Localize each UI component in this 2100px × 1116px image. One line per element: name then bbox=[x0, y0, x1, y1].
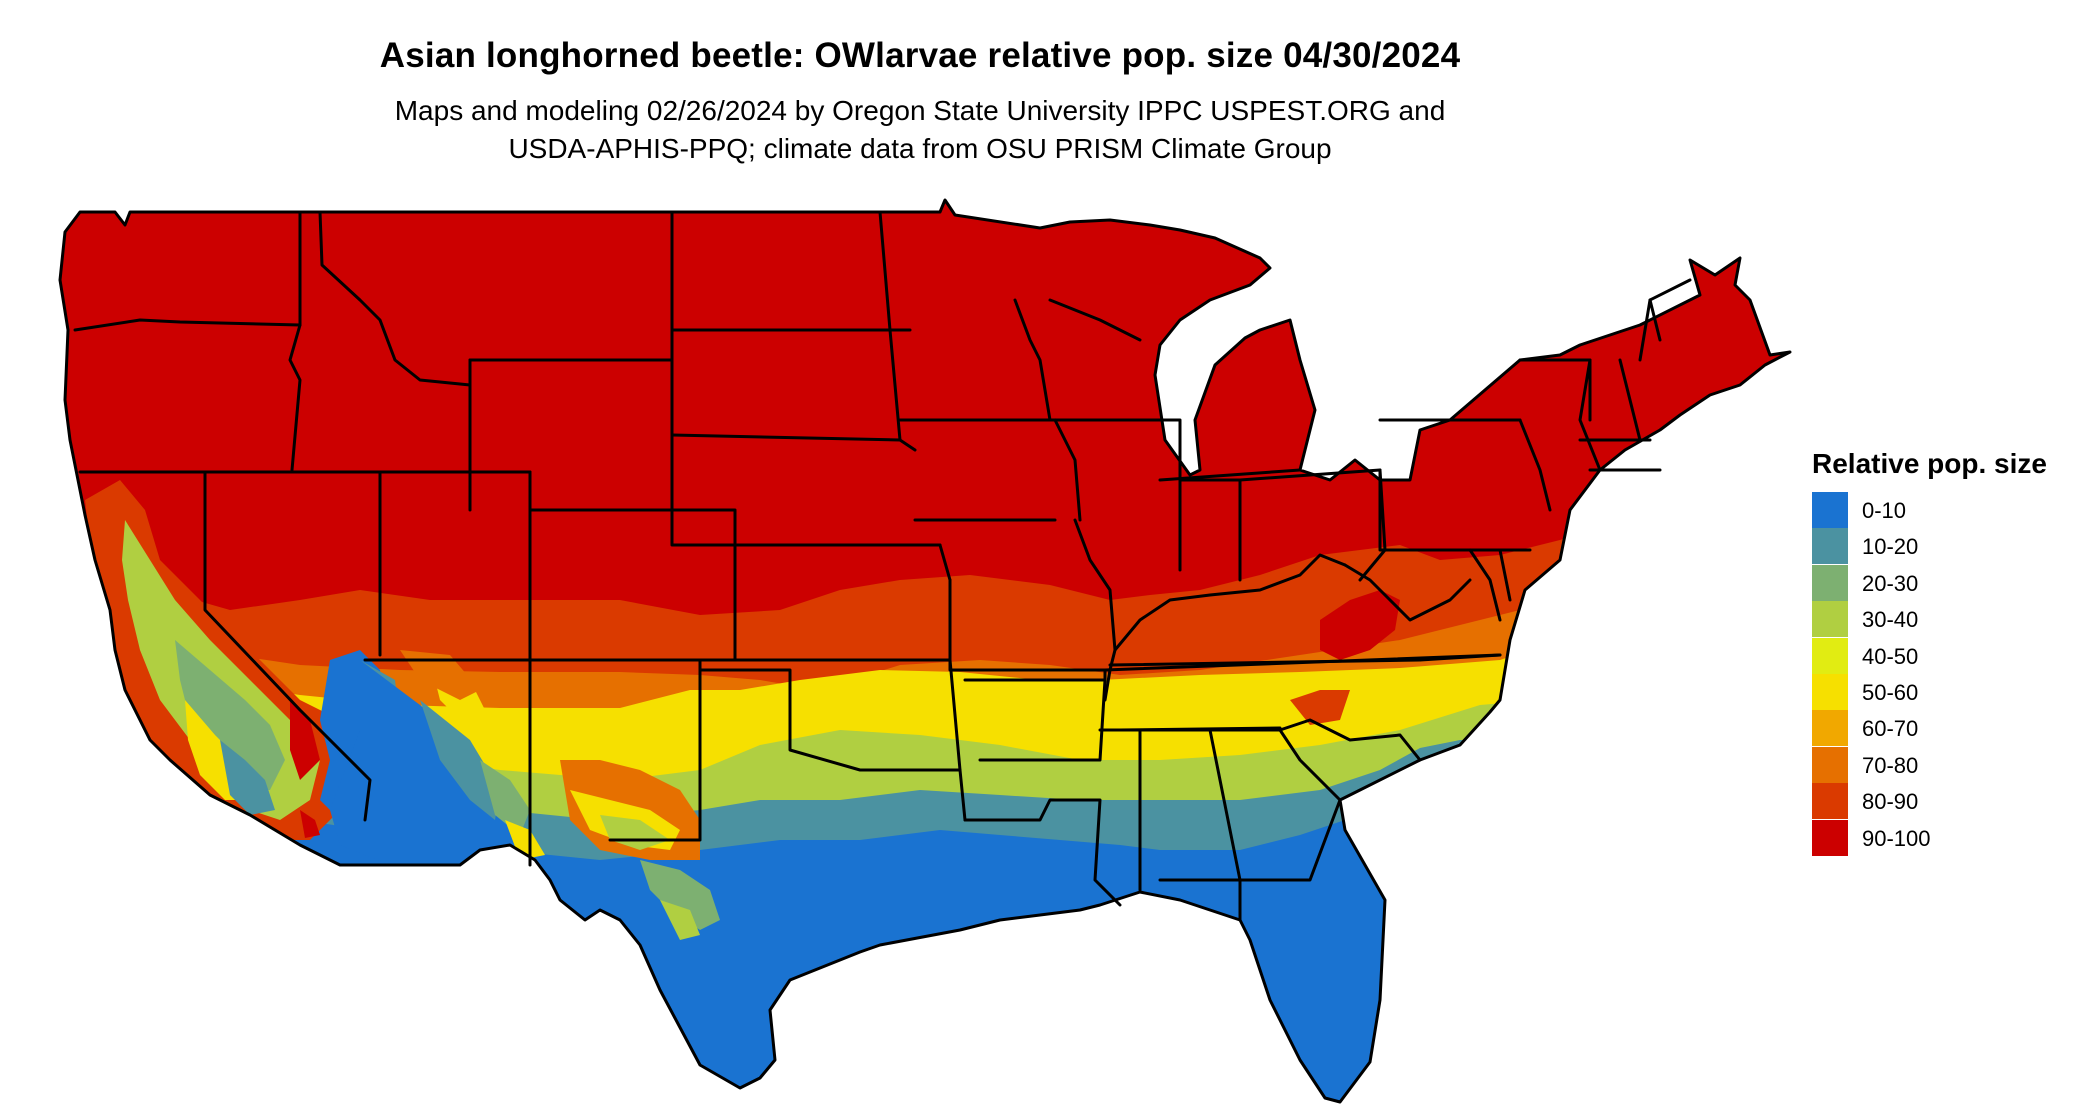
legend-item: 20-30 bbox=[1812, 564, 2047, 601]
map-subtitle: Maps and modeling 02/26/2024 by Oregon S… bbox=[0, 92, 1840, 168]
legend-item: 60-70 bbox=[1812, 710, 2047, 747]
subtitle-line-1: Maps and modeling 02/26/2024 by Oregon S… bbox=[394, 95, 1446, 126]
legend-swatch bbox=[1812, 673, 1848, 710]
legend-swatch bbox=[1812, 492, 1848, 528]
subtitle-line-2: USDA-APHIS-PPQ; climate data from OSU PR… bbox=[508, 133, 1332, 164]
legend-swatch bbox=[1812, 783, 1848, 820]
legend-item: 30-40 bbox=[1812, 601, 2047, 638]
legend-label: 70-80 bbox=[1862, 752, 1919, 778]
legend-swatch bbox=[1812, 528, 1848, 565]
legend: Relative pop. size 0-10 10-20 20-30 30-4… bbox=[1812, 448, 2047, 856]
map-title: Asian longhorned beetle: OWlarvae relati… bbox=[379, 36, 1461, 75]
legend-item: 40-50 bbox=[1812, 637, 2047, 674]
legend-item: 0-10 bbox=[1812, 492, 2047, 528]
legend-title: Relative pop. size bbox=[1812, 448, 2047, 479]
legend-label: 20-30 bbox=[1862, 570, 1919, 596]
legend-item: 90-100 bbox=[1812, 819, 2047, 856]
state-borders bbox=[58, 198, 1792, 1104]
legend-swatch bbox=[1812, 564, 1848, 601]
legend-label: 0-10 bbox=[1862, 498, 1907, 523]
legend-label: 30-40 bbox=[1862, 607, 1919, 633]
legend-swatch bbox=[1812, 637, 1848, 674]
legend-swatch bbox=[1812, 601, 1848, 638]
legend-label: 10-20 bbox=[1862, 534, 1919, 560]
legend-label: 90-100 bbox=[1862, 825, 1931, 851]
legend-swatch bbox=[1812, 746, 1848, 783]
legend-label: 60-70 bbox=[1862, 716, 1919, 742]
legend-swatch bbox=[1812, 710, 1848, 747]
legend-item: 10-20 bbox=[1812, 528, 2047, 565]
legend-label: 80-90 bbox=[1862, 789, 1919, 815]
legend-item: 70-80 bbox=[1812, 746, 2047, 783]
legend-item: 50-60 bbox=[1812, 673, 2047, 710]
legend-swatch bbox=[1812, 819, 1848, 856]
legend-label: 40-50 bbox=[1862, 643, 1919, 669]
legend-label: 50-60 bbox=[1862, 679, 1919, 705]
legend-item: 80-90 bbox=[1812, 783, 2047, 820]
